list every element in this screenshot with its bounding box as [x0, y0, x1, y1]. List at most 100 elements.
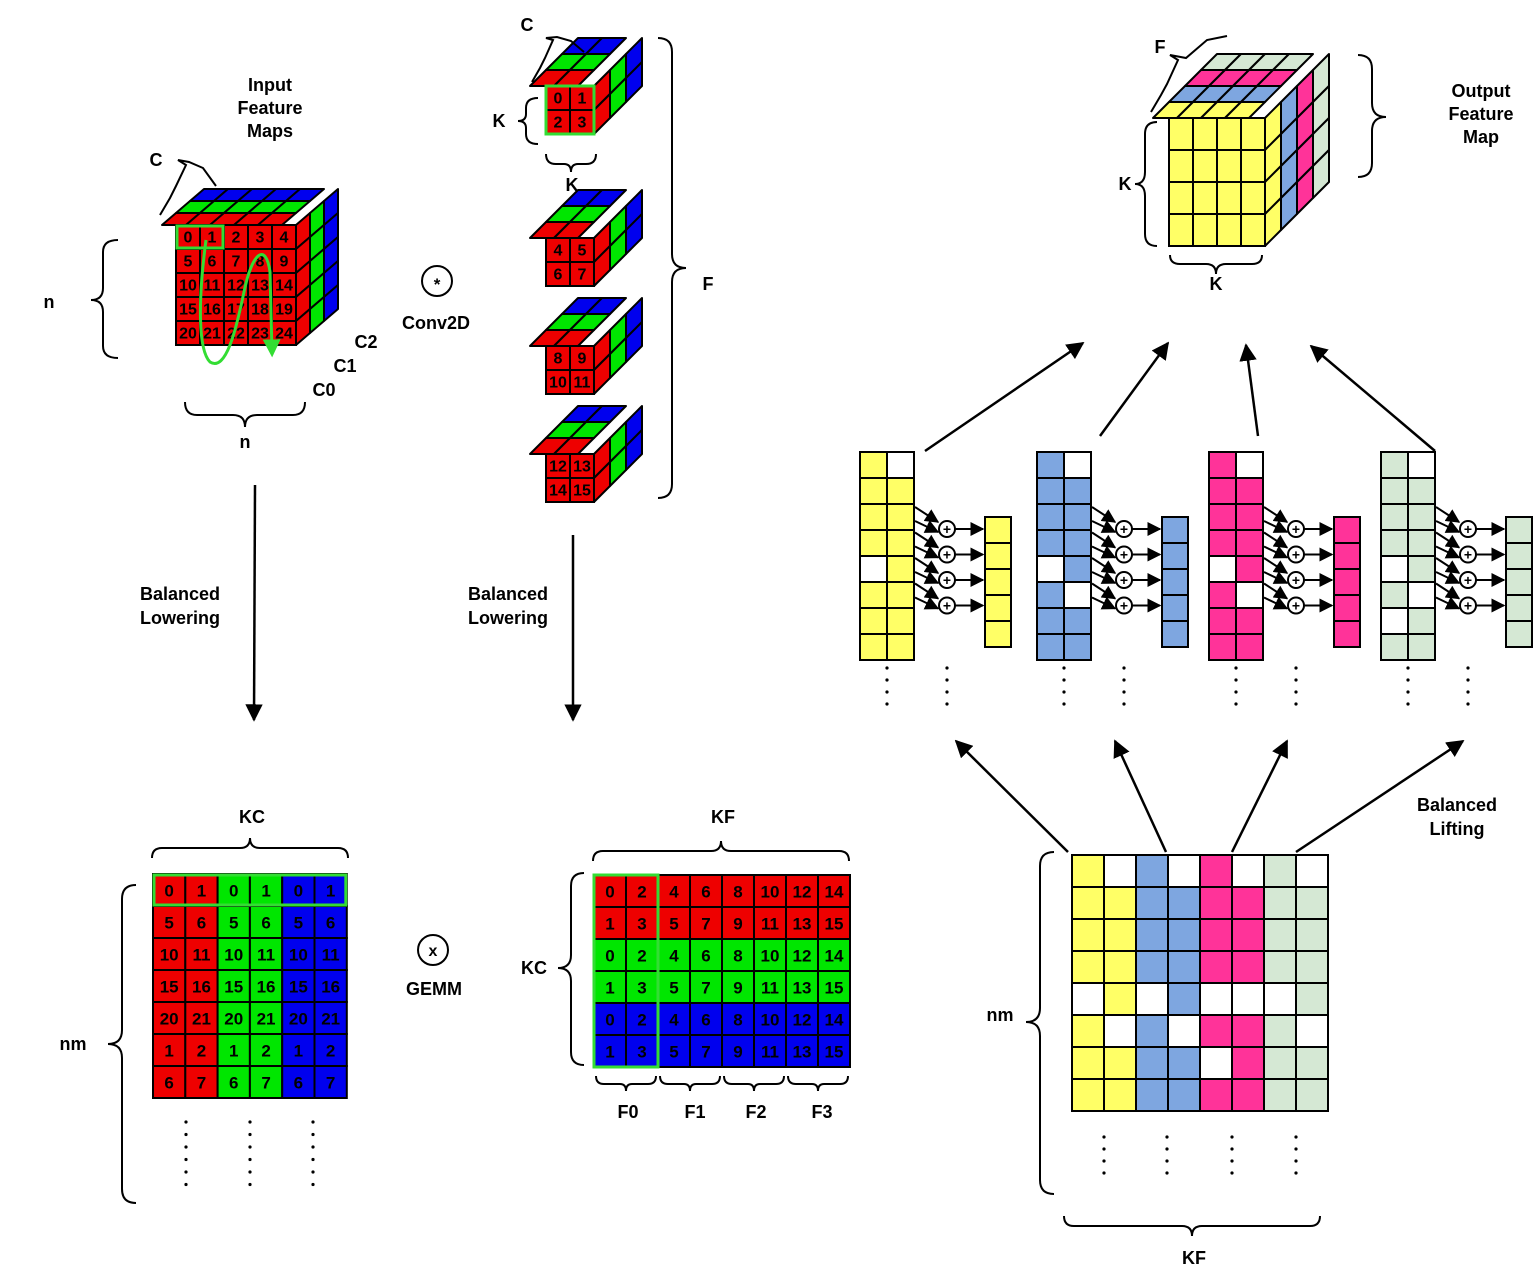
input-cube-number: 6: [208, 254, 217, 271]
output-matrix-cell: [1263, 886, 1297, 920]
adder-symbol: +: [1464, 598, 1472, 614]
filter-matrix-value: 7: [701, 979, 710, 998]
filter-k-left-brace: [517, 97, 539, 145]
output-depth-brace: [1150, 35, 1228, 113]
lifting-edge-arrow: [1435, 531, 1461, 549]
lifting-edge-arrow: [914, 506, 940, 523]
continuation-dot: [248, 1157, 252, 1162]
lifting-edge-arrow: [1263, 520, 1289, 533]
lifting-output-cell: [1333, 568, 1361, 596]
filter-cube-number: 15: [573, 483, 591, 500]
output-feature-cube: [1152, 53, 1330, 247]
input-depth-brace: [159, 159, 217, 216]
continuation-dot: [1466, 666, 1470, 670]
lifting-edge-arrow: [1263, 557, 1289, 574]
lifting-edge-arrow: [914, 545, 940, 559]
output-matrix-bottom-brace: [1063, 1215, 1321, 1237]
lifting-input-cell: [1380, 477, 1409, 505]
filter-cube-number: 14: [549, 483, 567, 500]
gemm-operator-circle: [417, 934, 449, 966]
lifting-edge-arrow: [914, 582, 940, 600]
output-matrix-cell: [1103, 918, 1137, 952]
input-cube-number: 13: [251, 278, 269, 295]
filter-matrix-value: 1: [605, 979, 614, 998]
output-matrix-cell: [1135, 854, 1169, 888]
input-cube-number: 11: [204, 278, 221, 295]
output-matrix-cell: [1167, 950, 1201, 984]
output-matrix-cell: [1135, 1046, 1169, 1080]
continuation-dot: [1062, 666, 1066, 670]
input-matrix-cell: [248, 1065, 284, 1099]
filter-k-bottom-brace: [545, 153, 597, 173]
conv2d-operator-circle: [421, 265, 453, 297]
filter-matrix-value: 4: [669, 1011, 679, 1030]
filter-matrix-value: 8: [733, 1011, 742, 1030]
input-matrix-value: 0: [164, 882, 173, 901]
output-matrix-cell: [1295, 1014, 1329, 1048]
output-matrix-cell: [1263, 1014, 1297, 1048]
output-matrix-cell: [1295, 886, 1329, 920]
input-cube-number: 1: [208, 230, 217, 247]
lifting-edge-arrow: [1263, 571, 1289, 584]
filter-matrix-value: 11: [761, 915, 779, 934]
filter-matrix-value: 6: [701, 947, 710, 966]
output-arrow-4: [1309, 344, 1436, 452]
filter-matrix-value: 10: [761, 1011, 780, 1030]
input-matrix-left-brace: [107, 884, 137, 1204]
input-matrix-top-brace: [151, 837, 349, 859]
lifting-label-line-1: Balanced: [1417, 795, 1497, 815]
output-cube-front-cell: [1240, 117, 1266, 151]
continuation-dot: [885, 678, 889, 682]
input-cube-number: 2: [232, 230, 241, 247]
input-matrix-value: 20: [160, 1010, 179, 1029]
output-matrix-cell: [1231, 918, 1265, 952]
filter-matrix-cell: [817, 1034, 851, 1068]
filter-matrix-value: 2: [637, 1011, 646, 1030]
filter-matrix-cell: [785, 874, 819, 908]
lifting-output-cell: [1505, 516, 1533, 544]
gemm-label: GEMM: [406, 979, 462, 999]
lifting-input-cell: [886, 633, 915, 661]
filter-cube-front-cell: [569, 261, 595, 287]
adder-symbol: +: [943, 521, 951, 537]
output-matrix-cell: [1263, 950, 1297, 984]
continuation-dot: [885, 666, 889, 670]
input-matrix-cell: [152, 1033, 187, 1067]
filter-matrix-value: 14: [825, 947, 844, 966]
continuation-dot: [1406, 702, 1410, 706]
continuation-dot: [1102, 1135, 1106, 1139]
output-matrix-cell: [1199, 854, 1233, 888]
continuation-dot: [1294, 702, 1298, 706]
lifting-input-cell: [1380, 633, 1409, 661]
filter-matrix-value: 15: [825, 979, 844, 998]
output-arrow-1: [924, 341, 1085, 453]
output-matrix-cell: [1231, 1078, 1265, 1112]
output-matrix-cell: [1263, 1046, 1297, 1080]
filter-matrix-cell: [689, 1034, 723, 1068]
input-cube-number: 14: [275, 278, 293, 295]
lifting-arrow-2: [1113, 739, 1168, 853]
output-title-line-2: Feature: [1448, 104, 1513, 124]
input-matrix-value: 20: [289, 1010, 308, 1029]
lifting-edge-arrow: [1091, 582, 1117, 600]
lifting-output-cell: [1505, 568, 1533, 596]
lifting-output-cell: [1505, 542, 1533, 570]
output-matrix-continuation-dots: [1102, 1135, 1298, 1175]
filter-cube-number: 13: [573, 459, 591, 476]
output-matrix-cell: [1263, 982, 1297, 1016]
lifting-output-cell: [1505, 620, 1533, 648]
output-matrix-cell: [1199, 1014, 1233, 1048]
continuation-dot: [248, 1120, 252, 1124]
continuation-dot: [1406, 666, 1410, 670]
lifting-input-cell: [1208, 529, 1237, 557]
output-matrix-cell: [1231, 1046, 1265, 1080]
filter-matrix-value: 15: [825, 915, 844, 934]
filter-matrix-value: 12: [793, 883, 812, 902]
continuation-dot: [945, 690, 949, 694]
filter-cube-number: 5: [578, 243, 587, 260]
input-matrix-value: 16: [192, 978, 211, 997]
output-matrix-cell: [1103, 886, 1137, 920]
input-matrix-value: 21: [257, 1010, 276, 1029]
input-matrix-value: 7: [197, 1074, 206, 1093]
lifting-input-cell: [1380, 581, 1409, 609]
